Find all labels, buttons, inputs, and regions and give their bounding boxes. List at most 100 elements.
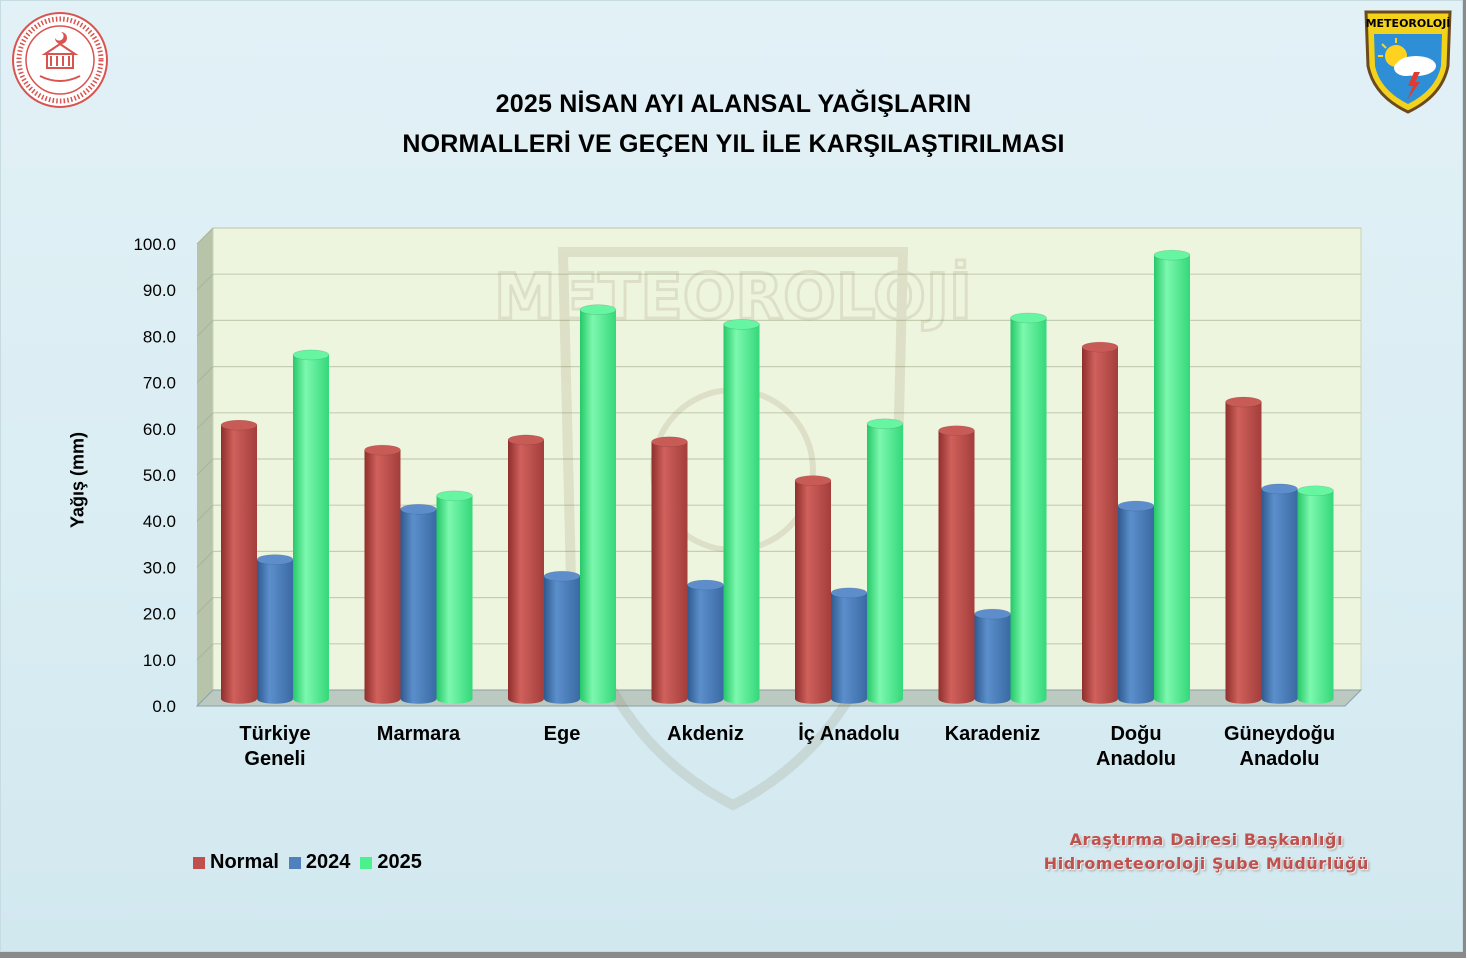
bar-top (866, 418, 904, 430)
gridline-side (196, 412, 214, 430)
bar-body (1225, 402, 1262, 704)
bar-2025-2 (579, 304, 617, 704)
bar-top (1225, 396, 1262, 408)
bar-body (293, 354, 329, 704)
x-tick-label: Güneydoğu Anadolu (1224, 723, 1335, 770)
x-axis: Türkiye Geneli Marmara Ege Akdeniz İç Anadolu… (239, 722, 1335, 770)
x-tick-label: İç Anadolu (798, 722, 899, 745)
x-tick-label: Türkiye Geneli (239, 723, 310, 770)
credit-line1: Araştırma Dairesi Başkanlığı (1069, 830, 1344, 849)
bar-body (257, 559, 293, 704)
bar-body (795, 480, 831, 704)
y-tick-label: 10.0 (143, 651, 176, 670)
y-tick-label: 30.0 (143, 558, 176, 577)
legend-item-normal: Normal (193, 851, 279, 874)
bar-top (651, 436, 688, 448)
bar-body (1154, 255, 1190, 704)
bar-top (1117, 500, 1155, 512)
bar-normal-7 (1225, 396, 1262, 704)
y-tick-label: 80.0 (143, 327, 176, 346)
y-tick-label: 90.0 (143, 281, 176, 300)
bar-top (938, 425, 975, 436)
meteoroloji-shield-icon: METEOROLOJİ (1364, 10, 1452, 114)
y-tick-label: 60.0 (143, 420, 176, 439)
bar-body (938, 430, 975, 704)
bar-top (579, 304, 617, 315)
bar-2024-5 (974, 608, 1011, 704)
y-axis: 0.0 10.0 20.0 30.0 40.0 50.0 60.0 70.0 80.0 90.0 1… (133, 235, 176, 716)
chart-title-line1: 2025 NİSAN AYI ALANSAL YAĞIŞLARIN (495, 90, 972, 118)
bar-body (974, 614, 1011, 704)
bar-normal-3 (651, 436, 688, 704)
bar-2024-2 (543, 570, 581, 704)
bar-top (794, 475, 832, 486)
bar-body (508, 439, 544, 704)
y-tick-label: 100.0 (133, 235, 176, 254)
bar-body (1118, 506, 1154, 704)
legend-swatch-normal (193, 856, 205, 869)
legend-label-2025: 2025 (377, 851, 422, 873)
bar-normal-4 (794, 475, 832, 704)
bar-2024-7 (1261, 483, 1298, 704)
bar-body (651, 441, 688, 704)
bar-body (221, 425, 257, 704)
y-tick-label: 20.0 (143, 605, 176, 624)
bar-body (831, 592, 867, 704)
bar-top (1261, 483, 1298, 495)
bar-body (687, 585, 724, 704)
bar-body (544, 576, 580, 704)
bar-top (256, 554, 294, 565)
legend-item-2024: 2024 (288, 851, 351, 874)
legend-swatch-2024 (288, 856, 301, 869)
bar-2025-3 (723, 319, 760, 704)
y-tick-label: 50.0 (143, 466, 176, 485)
bar-2024-6 (1117, 500, 1155, 704)
bar-top (1297, 485, 1334, 497)
bars (220, 249, 1334, 704)
gridline-side (196, 458, 214, 476)
bar-2024-0 (256, 554, 294, 704)
bar-top (220, 419, 258, 431)
bar-normal-0 (220, 419, 258, 704)
gridline-side (196, 551, 214, 568)
bar-top (687, 579, 724, 591)
legend-item-2025: 2025 (360, 851, 422, 874)
bar-2024-4 (830, 587, 868, 704)
bar-2025-4 (866, 418, 904, 704)
bar-body (867, 423, 903, 704)
x-tick-label: Karadeniz (945, 723, 1041, 745)
y-tick-label: 40.0 (143, 512, 176, 531)
y-tick-label: 0.0 (152, 697, 176, 716)
bar-body (580, 309, 616, 704)
bar-body (1297, 490, 1334, 704)
gridline-side (196, 320, 214, 337)
bar-body (364, 450, 401, 704)
bar-2024-3 (687, 579, 724, 704)
y-tick-label: 70.0 (143, 374, 176, 393)
gridline-side (196, 227, 214, 245)
bar-top (1081, 341, 1119, 353)
bar-top (1153, 249, 1191, 261)
bar-top (436, 490, 473, 502)
ministry-seal-icon (12, 12, 108, 108)
bar-top (292, 349, 330, 361)
legend-label-2024: 2024 (305, 851, 351, 873)
bar-top (974, 608, 1011, 620)
bar-body (1261, 488, 1298, 704)
bar-top (400, 503, 437, 515)
bar-normal-1 (364, 444, 401, 704)
bar-normal-2 (507, 434, 545, 704)
bar-2025-7 (1297, 485, 1334, 704)
bar-top (723, 319, 760, 330)
legend: Normal 2024 2025 (193, 851, 422, 874)
bar-top (1010, 312, 1047, 324)
plot-floor (195, 689, 1363, 707)
bar-body (400, 509, 437, 704)
gridline-side (196, 504, 214, 522)
bar-normal-6 (1081, 341, 1119, 704)
bar-2025-0 (292, 349, 330, 704)
bar-normal-5 (938, 425, 975, 704)
bar-top (364, 444, 401, 456)
bar-top (543, 570, 581, 582)
